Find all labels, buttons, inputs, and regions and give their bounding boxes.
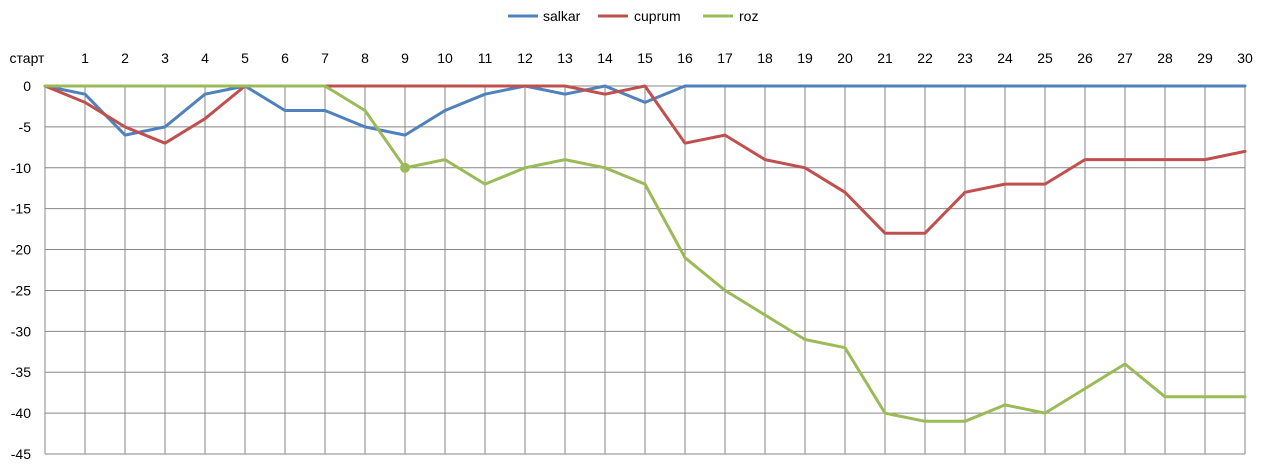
x-tick-label: 26 <box>1077 50 1093 66</box>
x-tick-label: 21 <box>877 50 893 66</box>
y-tick-label: -45 <box>11 446 31 462</box>
x-tick-label: 27 <box>1117 50 1133 66</box>
x-tick-label: 15 <box>637 50 653 66</box>
y-tick-label: 0 <box>23 78 31 94</box>
x-tick-label: 3 <box>161 50 169 66</box>
x-tick-label: 30 <box>1237 50 1253 66</box>
x-tick-label: 29 <box>1197 50 1213 66</box>
y-tick-label: -35 <box>11 364 31 380</box>
x-tick-label: 23 <box>957 50 973 66</box>
x-tick-label: 1 <box>81 50 89 66</box>
legend-label-roz: roz <box>739 8 758 24</box>
x-tick-label: 14 <box>597 50 613 66</box>
y-tick-label: -15 <box>11 201 31 217</box>
legend-label-cuprum: cuprum <box>634 8 681 24</box>
x-tick-label: 18 <box>757 50 773 66</box>
series-lines <box>43 84 1247 423</box>
x-tick-label: 5 <box>241 50 249 66</box>
y-tick-label: -25 <box>11 282 31 298</box>
x-tick-label: 12 <box>517 50 533 66</box>
x-tick-label: 4 <box>201 50 209 66</box>
x-tick-label: 22 <box>917 50 933 66</box>
x-tick-label: 28 <box>1157 50 1173 66</box>
x-tick-label: 8 <box>361 50 369 66</box>
x-tick-labels: старт 1 2 3 4 5 6 7 8 9 10 11 12 13 14 15 16 17 18 19 20 21 22… <box>10 50 1253 66</box>
y-tick-labels: 0 -5 -10 -15 -20 -25 -30 -35 -40 -45 <box>11 78 31 462</box>
x-tick-label: 6 <box>281 50 289 66</box>
x-tick-label: 2 <box>121 50 129 66</box>
x-tick-label: 20 <box>837 50 853 66</box>
grid-lines <box>44 85 1246 455</box>
series-line-roz <box>43 84 1247 423</box>
x-tick-label: 25 <box>1037 50 1053 66</box>
y-tick-label: -5 <box>19 119 32 135</box>
x-tick-label: старт <box>10 50 46 66</box>
y-tick-label: -30 <box>11 323 31 339</box>
x-tick-label: 16 <box>677 50 693 66</box>
x-tick-label: 9 <box>401 50 409 66</box>
x-tick-label: 17 <box>717 50 733 66</box>
y-tick-label: -10 <box>11 160 31 176</box>
x-tick-label: 7 <box>321 50 329 66</box>
x-tick-label: 13 <box>557 50 573 66</box>
legend: salkar cuprum roz <box>508 8 758 24</box>
y-tick-label: -40 <box>11 405 31 421</box>
y-tick-label: -20 <box>11 242 31 258</box>
x-tick-label: 24 <box>997 50 1013 66</box>
x-tick-label: 11 <box>478 50 493 66</box>
legend-label-salkar: salkar <box>543 8 581 24</box>
x-tick-label: 10 <box>437 50 453 66</box>
series-marker-roz <box>400 162 410 173</box>
x-tick-label: 19 <box>797 50 813 66</box>
